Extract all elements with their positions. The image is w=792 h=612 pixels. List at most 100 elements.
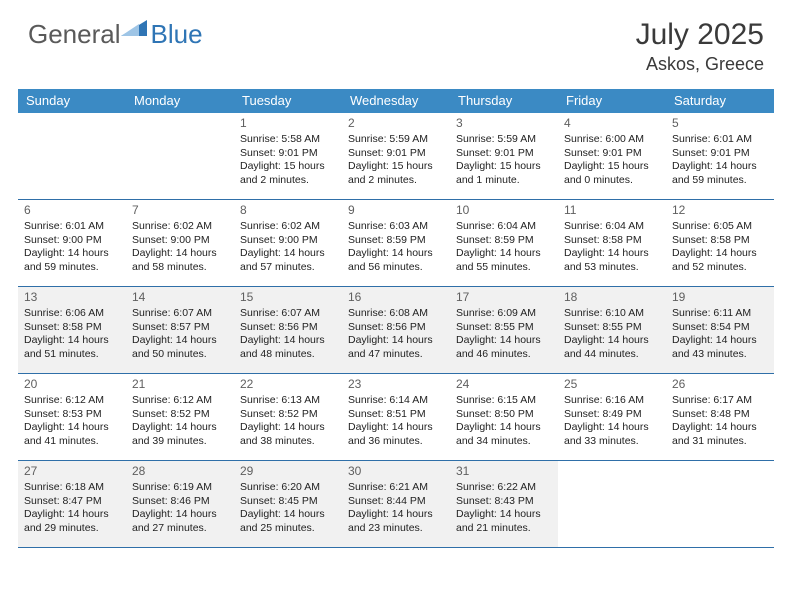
calendar-cell: 7Sunrise: 6:02 AMSunset: 9:00 PMDaylight… [126,200,234,286]
day-header-saturday: Saturday [666,89,774,113]
day-number: 9 [348,203,444,218]
calendar: Sunday Monday Tuesday Wednesday Thursday… [18,89,774,548]
week-row: 1Sunrise: 5:58 AMSunset: 9:01 PMDaylight… [18,113,774,200]
sunset-text: Sunset: 9:01 PM [456,147,552,160]
day-number: 29 [240,464,336,479]
day-number: 18 [564,290,660,305]
sunset-text: Sunset: 8:45 PM [240,495,336,508]
calendar-cell: 10Sunrise: 6:04 AMSunset: 8:59 PMDayligh… [450,200,558,286]
sunset-text: Sunset: 8:59 PM [348,234,444,247]
sunrise-text: Sunrise: 5:59 AM [456,133,552,146]
sunset-text: Sunset: 8:46 PM [132,495,228,508]
sunset-text: Sunset: 9:00 PM [240,234,336,247]
sunrise-text: Sunrise: 6:12 AM [132,394,228,407]
calendar-cell: 5Sunrise: 6:01 AMSunset: 9:01 PMDaylight… [666,113,774,199]
week-row: 6 Sunrise: 6:01 AM Sunset: 9:00 PM Daylight… [18,200,774,287]
sunset-text: Sunset: 9:01 PM [564,147,660,160]
daylight-text: Daylight: 14 hours and 59 minutes. [24,247,120,274]
calendar-cell: 25Sunrise: 6:16 AMSunset: 8:49 PMDayligh… [558,374,666,460]
sunrise-text: Sunrise: 5:58 AM [240,133,336,146]
day-number: 7 [132,203,228,218]
sunset-text: Sunset: 8:58 PM [24,321,120,334]
daylight-text: Daylight: 14 hours and 29 minutes. [24,508,120,535]
sunset-text: Sunset: 8:51 PM [348,408,444,421]
sunset-text: Sunset: 8:53 PM [24,408,120,421]
calendar-cell: 13Sunrise: 6:06 AMSunset: 8:58 PMDayligh… [18,287,126,373]
day-number: 10 [456,203,552,218]
daylight-text: Daylight: 14 hours and 59 minutes. [672,160,768,187]
day-header-sunday: Sunday [18,89,126,113]
day-number: 1 [240,116,336,131]
sunset-text: Sunset: 8:50 PM [456,408,552,421]
sunset-text: Sunset: 8:48 PM [672,408,768,421]
day-number: 25 [564,377,660,392]
sunset-text: Sunset: 9:01 PM [672,147,768,160]
calendar-cell: 12Sunrise: 6:05 AMSunset: 8:58 PMDayligh… [666,200,774,286]
day-number: 26 [672,377,768,392]
sunrise-text: Sunrise: 6:22 AM [456,481,552,494]
day-number: 24 [456,377,552,392]
day-number: 14 [132,290,228,305]
sunrise-text: Sunrise: 6:01 AM [24,220,120,233]
day-number: 27 [24,464,120,479]
day-number: 2 [348,116,444,131]
daylight-text: Daylight: 14 hours and 56 minutes. [348,247,444,274]
logo-triangle-icon [121,18,149,43]
daylight-text: Daylight: 14 hours and 55 minutes. [456,247,552,274]
sunrise-text: Sunrise: 6:17 AM [672,394,768,407]
calendar-cell: 22Sunrise: 6:13 AMSunset: 8:52 PMDayligh… [234,374,342,460]
calendar-cell: 16Sunrise: 6:08 AMSunset: 8:56 PMDayligh… [342,287,450,373]
calendar-cell: 9Sunrise: 6:03 AMSunset: 8:59 PMDaylight… [342,200,450,286]
sunset-text: Sunset: 8:47 PM [24,495,120,508]
calendar-cell: 28 Sunrise: 6:19 AMSunset: 8:46 PMDayligh… [126,461,234,547]
sunset-text: Sunset: 8:55 PM [564,321,660,334]
daylight-text: Daylight: 14 hours and 52 minutes. [672,247,768,274]
daylight-text: Daylight: 14 hours and 50 minutes. [132,334,228,361]
week-row: 20Sunrise: 6:12 AMSunset: 8:53 PMDayligh… [18,374,774,461]
calendar-cell: 11Sunrise: 6:04 AMSunset: 8:58 PMDayligh… [558,200,666,286]
day-number: 15 [240,290,336,305]
calendar-cell [126,113,234,199]
calendar-cell: 21Sunrise: 6:12 AMSunset: 8:52 PMDayligh… [126,374,234,460]
calendar-cell: 29Sunrise: 6:20 AMSunset: 8:45 PMDayligh… [234,461,342,547]
week-row: 27Sunrise: 6:18 AMSunset: 8:47 PMDayligh… [18,461,774,548]
sunrise-text: Sunrise: 6:04 AM [456,220,552,233]
logo-text-general: General [28,19,121,50]
daylight-text: Daylight: 14 hours and 27 minutes. [132,508,228,535]
daylight-text: Daylight: 14 hours and 53 minutes. [564,247,660,274]
sunrise-text: Sunrise: 6:09 AM [456,307,552,320]
sunrise-text: Sunrise: 6:19 AM [132,481,228,494]
sunrise-text: Sunrise: 6:04 AM [564,220,660,233]
day-header-wednesday: Wednesday [342,89,450,113]
day-number: 6 [24,203,120,218]
daylight-text: Daylight: 15 hours and 0 minutes. [564,160,660,187]
sunrise-text: Sunrise: 6:18 AM [24,481,120,494]
day-number: 17 [456,290,552,305]
day-header-friday: Friday [558,89,666,113]
calendar-cell: 20Sunrise: 6:12 AMSunset: 8:53 PMDayligh… [18,374,126,460]
sunrise-text: Sunrise: 6:00 AM [564,133,660,146]
sunrise-text: Sunrise: 6:16 AM [564,394,660,407]
day-number: 4 [564,116,660,131]
week-row: 13Sunrise: 6:06 AMSunset: 8:58 PMDayligh… [18,287,774,374]
sunset-text: Sunset: 9:01 PM [348,147,444,160]
sunset-text: Sunset: 8:58 PM [672,234,768,247]
sunrise-text: Sunrise: 6:15 AM [456,394,552,407]
daylight-text: Daylight: 15 hours and 1 minute. [456,160,552,187]
day-header-row: Sunday Monday Tuesday Wednesday Thursday… [18,89,774,113]
sunrise-text: Sunrise: 6:12 AM [24,394,120,407]
sunrise-text: Sunrise: 6:05 AM [672,220,768,233]
weeks-container: 1Sunrise: 5:58 AMSunset: 9:01 PMDaylight… [18,113,774,548]
day-number: 28 [132,464,228,479]
day-number: 23 [348,377,444,392]
calendar-cell: 24Sunrise: 6:15 AMSunset: 8:50 PMDayligh… [450,374,558,460]
day-number: 22 [240,377,336,392]
calendar-cell: 15Sunrise: 6:07 AMSunset: 8:56 PMDayligh… [234,287,342,373]
sunrise-text: Sunrise: 6:14 AM [348,394,444,407]
daylight-text: Daylight: 14 hours and 51 minutes. [24,334,120,361]
calendar-cell [558,461,666,547]
sunset-text: Sunset: 9:01 PM [240,147,336,160]
sunrise-text: Sunrise: 6:06 AM [24,307,120,320]
month-title: July 2025 [636,18,764,52]
calendar-cell: 19Sunrise: 6:11 AMSunset: 8:54 PMDayligh… [666,287,774,373]
